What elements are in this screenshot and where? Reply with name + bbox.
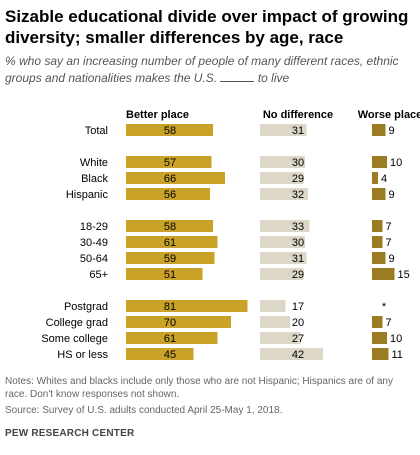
category-label-hispanic: Hispanic <box>66 189 109 201</box>
value-label-no-difference-hispanic: 32 <box>292 189 304 201</box>
value-label-better-place-50-64: 59 <box>164 253 176 265</box>
bar-better-place-some-college <box>126 332 218 344</box>
bar-better-place-white <box>126 156 212 168</box>
subtitle-blank <box>220 71 255 82</box>
value-label-worse-place-total: 9 <box>389 125 395 137</box>
value-label-better-place-total: 58 <box>164 125 176 137</box>
bar-worse-place-hispanic <box>372 188 386 200</box>
category-label-30-49: 30-49 <box>80 237 108 249</box>
value-label-better-place-hs-or-less: 45 <box>164 349 176 361</box>
value-label-better-place-18-29: 58 <box>164 221 176 233</box>
value-label-no-difference-18-29: 33 <box>292 221 304 233</box>
bar-better-place-30-49 <box>126 236 218 248</box>
bar-better-place-hispanic <box>126 188 210 200</box>
chart-title: Sizable educational divide over impact o… <box>5 7 409 47</box>
value-label-worse-place-50-64: 9 <box>389 253 395 265</box>
value-label-no-difference-total: 31 <box>292 125 304 137</box>
category-label-some-college: Some college <box>41 333 108 345</box>
bar-worse-place-total <box>372 124 386 136</box>
category-label-black: Black <box>81 173 108 185</box>
value-label-no-difference-college-grad: 20 <box>292 317 304 329</box>
value-label-no-difference-30-49: 30 <box>292 237 304 249</box>
value-label-better-place-black: 66 <box>164 173 176 185</box>
value-label-better-place-college-grad: 70 <box>164 317 176 329</box>
value-label-worse-place-some-college: 10 <box>390 333 402 345</box>
bar-no-difference-hs-or-less <box>260 348 323 360</box>
bar-worse-place-65 <box>372 268 395 280</box>
category-label-hs-or-less: HS or less <box>57 349 108 361</box>
bar-better-place-college-grad <box>126 316 231 328</box>
bar-no-difference-50-64 <box>260 252 307 264</box>
value-label-worse-place-postgrad: * <box>382 301 387 313</box>
bar-better-place-total <box>126 124 213 136</box>
value-label-no-difference-some-college: 27 <box>292 333 304 345</box>
bar-better-place-black <box>126 172 225 184</box>
value-label-no-difference-postgrad: 17 <box>292 301 304 313</box>
subtitle-text-after: to live <box>257 71 290 85</box>
bar-better-place-65 <box>126 268 203 280</box>
value-label-better-place-white: 57 <box>164 157 176 169</box>
bar-worse-place-college-grad <box>372 316 383 328</box>
bar-no-difference-black <box>260 172 304 184</box>
value-label-no-difference-white: 30 <box>292 157 304 169</box>
header-no-difference: No difference <box>263 109 333 121</box>
value-label-better-place-some-college: 61 <box>164 333 176 345</box>
value-label-worse-place-black: 4 <box>381 173 387 185</box>
bar-no-difference-hispanic <box>260 188 308 200</box>
bar-better-place-50-64 <box>126 252 215 264</box>
bar-worse-place-black <box>372 172 378 184</box>
bar-worse-place-hs-or-less <box>372 348 389 360</box>
brand-logo-text: PEW RESEARCH CENTER <box>5 428 135 439</box>
value-label-no-difference-hs-or-less: 42 <box>292 349 304 361</box>
header-better-place: Better place <box>126 109 189 121</box>
category-label-college-grad: College grad <box>46 317 108 329</box>
value-label-worse-place-college-grad: 7 <box>386 317 392 329</box>
chart-subtitle: % who say an increasing number of people… <box>5 53 415 87</box>
bar-no-difference-18-29 <box>260 220 310 232</box>
bar-better-place-postgrad <box>126 300 248 312</box>
value-label-better-place-30-49: 61 <box>164 237 176 249</box>
subtitle-text-before: % who say an increasing number of people… <box>5 54 399 85</box>
bar-worse-place-18-29 <box>372 220 383 232</box>
value-label-no-difference-black: 29 <box>292 173 304 185</box>
category-label-50-64: 50-64 <box>80 253 108 265</box>
value-label-no-difference-50-64: 31 <box>292 253 304 265</box>
category-label-total: Total <box>85 125 108 137</box>
value-label-worse-place-hispanic: 9 <box>389 189 395 201</box>
bar-worse-place-30-49 <box>372 236 383 248</box>
value-label-better-place-hispanic: 56 <box>164 189 176 201</box>
bar-no-difference-65 <box>260 268 304 280</box>
bar-better-place-18-29 <box>126 220 213 232</box>
value-label-worse-place-hs-or-less: 11 <box>392 349 403 361</box>
value-label-no-difference-65: 29 <box>292 269 304 281</box>
bar-no-difference-total <box>260 124 307 136</box>
bar-no-difference-white <box>260 156 305 168</box>
value-label-worse-place-30-49: 7 <box>386 237 392 249</box>
value-label-worse-place-18-29: 7 <box>386 221 392 233</box>
value-label-better-place-65: 51 <box>164 269 176 281</box>
category-label-white: White <box>80 157 108 169</box>
category-label-65: 65+ <box>89 269 108 281</box>
bar-no-difference-30-49 <box>260 236 305 248</box>
header-worse-place: Worse place <box>358 109 420 121</box>
category-label-postgrad: Postgrad <box>64 301 108 313</box>
bar-worse-place-white <box>372 156 387 168</box>
bar-no-difference-college-grad <box>260 316 290 328</box>
chart-source: Source: Survey of U.S. adults conducted … <box>5 405 283 416</box>
bar-no-difference-some-college <box>260 332 301 344</box>
bar-worse-place-some-college <box>372 332 387 344</box>
category-label-18-29: 18-29 <box>80 221 108 233</box>
bar-better-place-hs-or-less <box>126 348 194 360</box>
value-label-better-place-postgrad: 81 <box>164 301 176 313</box>
value-label-worse-place-65: 15 <box>398 269 410 281</box>
chart-notes: Notes: Whites and blacks include only th… <box>5 376 393 400</box>
bar-worse-place-50-64 <box>372 252 386 264</box>
bar-no-difference-postgrad <box>260 300 286 312</box>
value-label-worse-place-white: 10 <box>390 157 402 169</box>
